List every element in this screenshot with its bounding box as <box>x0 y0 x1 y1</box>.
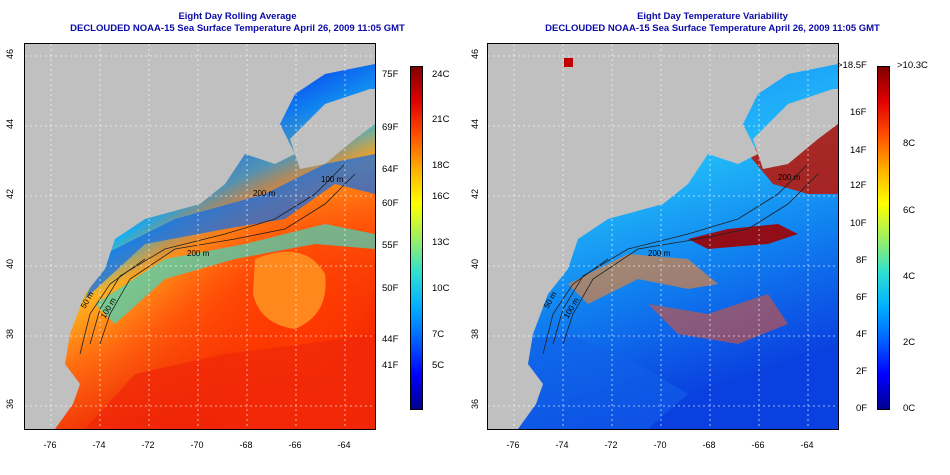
contour-label: 100 m <box>321 175 344 184</box>
isobath-200m <box>562 173 819 345</box>
warm-eddy <box>253 251 326 329</box>
scale-f-label: 55F <box>382 240 399 251</box>
lat-label: 44 <box>470 119 480 130</box>
isobath-200m <box>99 173 356 345</box>
lon-label: -64 <box>800 440 814 450</box>
sst-variability-panel: Eight Day Temperature Variability DECLOU… <box>470 0 950 475</box>
scale-f-label: 12F <box>850 180 867 191</box>
isobath-100m <box>89 163 346 345</box>
scale-c-label: 7C <box>432 329 445 340</box>
scale-c-label: 6C <box>903 205 916 216</box>
contour-label: 200 m <box>648 249 671 258</box>
scale-f-label: 75F <box>382 69 399 80</box>
scale-c-label: 10C <box>432 283 450 294</box>
contour-label: 200 m <box>187 249 210 258</box>
lat-label: 36 <box>5 399 15 410</box>
scale-f-label: 50F <box>382 283 399 294</box>
land <box>488 44 838 429</box>
lon-label: -70 <box>653 440 667 450</box>
high-variability-band <box>688 224 798 249</box>
hotspot-marker <box>564 58 573 67</box>
contour-label: 200 m <box>253 189 276 198</box>
nova-scotia <box>753 89 838 169</box>
lat-label: 46 <box>5 49 15 60</box>
lon-label: -76 <box>506 440 520 450</box>
grid-lines <box>25 44 375 429</box>
lat-label: 38 <box>470 329 480 340</box>
moderate-band <box>568 254 718 304</box>
scale-f-label: 14F <box>850 145 867 156</box>
sst-average-panel: Eight Day Rolling Average DECLOUDED NOAA… <box>5 11 450 450</box>
scale-f-label: 0F <box>856 403 868 414</box>
lon-label: -74 <box>555 440 569 450</box>
grid-lines <box>488 44 838 429</box>
lon-label: -72 <box>604 440 618 450</box>
lat-label: 42 <box>470 189 480 200</box>
scale-c-label: 4C <box>903 271 916 282</box>
nova-scotia <box>290 89 375 169</box>
lat-label: 36 <box>470 399 480 410</box>
scale-c-label: >10.3C <box>897 60 928 71</box>
scale-c-label: 18C <box>432 160 450 171</box>
scale-f-label: 44F <box>382 334 399 345</box>
lon-label: -70 <box>190 440 204 450</box>
panel-subtitle: DECLOUDED NOAA-15 Sea Surface Temperatur… <box>70 23 405 34</box>
lon-label: -74 <box>92 440 106 450</box>
moderate-band <box>648 294 788 344</box>
scale-f-label: 8F <box>856 255 868 266</box>
lat-label: 46 <box>470 49 480 60</box>
panel-subtitle: DECLOUDED NOAA-15 Sea Surface Temperatur… <box>545 23 880 34</box>
scale-c-label: 24C <box>432 69 450 80</box>
low-region <box>488 334 688 429</box>
scale-f-label: 64F <box>382 164 399 175</box>
land <box>25 44 375 429</box>
scale-c-label: 8C <box>903 138 916 149</box>
lat-label: 42 <box>5 189 15 200</box>
scale-f-label: 60F <box>382 198 399 209</box>
isobath-100m <box>552 163 809 345</box>
scale-f-label: 4F <box>856 329 868 340</box>
contour-label: 200 m <box>778 173 801 182</box>
color-scale-bar <box>410 66 423 410</box>
lat-label: 40 <box>5 259 15 270</box>
scale-c-label: 0C <box>903 403 916 414</box>
lon-label: -76 <box>43 440 57 450</box>
lon-label: -68 <box>239 440 253 450</box>
scale-c-label: 2C <box>903 337 916 348</box>
lat-label: 38 <box>5 329 15 340</box>
panel-title: Eight Day Temperature Variability <box>637 11 788 22</box>
scale-f-label: 69F <box>382 122 399 133</box>
scale-f-label: 41F <box>382 360 399 371</box>
scale-c-label: 21C <box>432 114 450 125</box>
scale-f-label: 6F <box>856 292 868 303</box>
sst-variability-map: 200 m 50 m 200 m 100 m <box>487 43 839 430</box>
sst-average-map: 100 m 200 m 50 m 200 m 100 m <box>24 43 376 430</box>
shelf-cool-band <box>85 154 375 299</box>
scale-f-label: 10F <box>850 218 867 229</box>
scale-c-label: 5C <box>432 360 445 371</box>
lon-label: -68 <box>702 440 716 450</box>
lat-label: 44 <box>5 119 15 130</box>
lat-label: 40 <box>470 259 480 270</box>
lon-label: -66 <box>288 440 302 450</box>
scale-c-label: 13C <box>432 237 450 248</box>
gulf-stream <box>85 334 375 429</box>
lon-label: -72 <box>141 440 155 450</box>
scale-f-label: >18.5F <box>837 60 867 71</box>
scale-f-label: 2F <box>856 366 868 377</box>
color-scale-bar <box>877 66 890 410</box>
lon-label: -64 <box>337 440 351 450</box>
lon-label: -66 <box>751 440 765 450</box>
scale-c-label: 16C <box>432 191 450 202</box>
panel-title: Eight Day Rolling Average <box>178 11 297 22</box>
slope-green-band <box>95 224 375 324</box>
scale-f-label: 16F <box>850 107 867 118</box>
